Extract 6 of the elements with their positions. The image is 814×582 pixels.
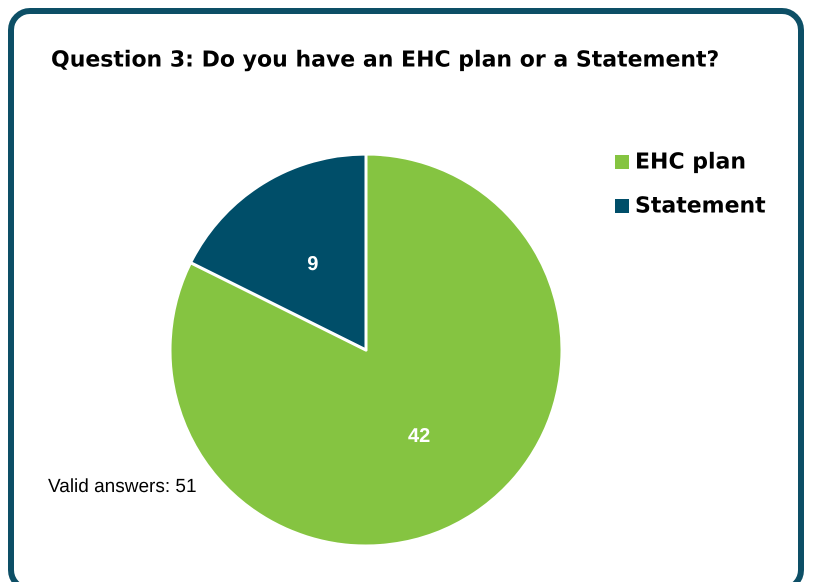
legend-label: Statement — [635, 194, 766, 218]
chart-title: Question 3: Do you have an EHC plan or a Statement? — [51, 48, 720, 72]
text: Valid answers: 51 — [48, 476, 197, 497]
legend-label: EHC plan — [635, 150, 746, 174]
data-label: 9 — [307, 253, 318, 276]
data-label: 42 — [408, 424, 430, 447]
